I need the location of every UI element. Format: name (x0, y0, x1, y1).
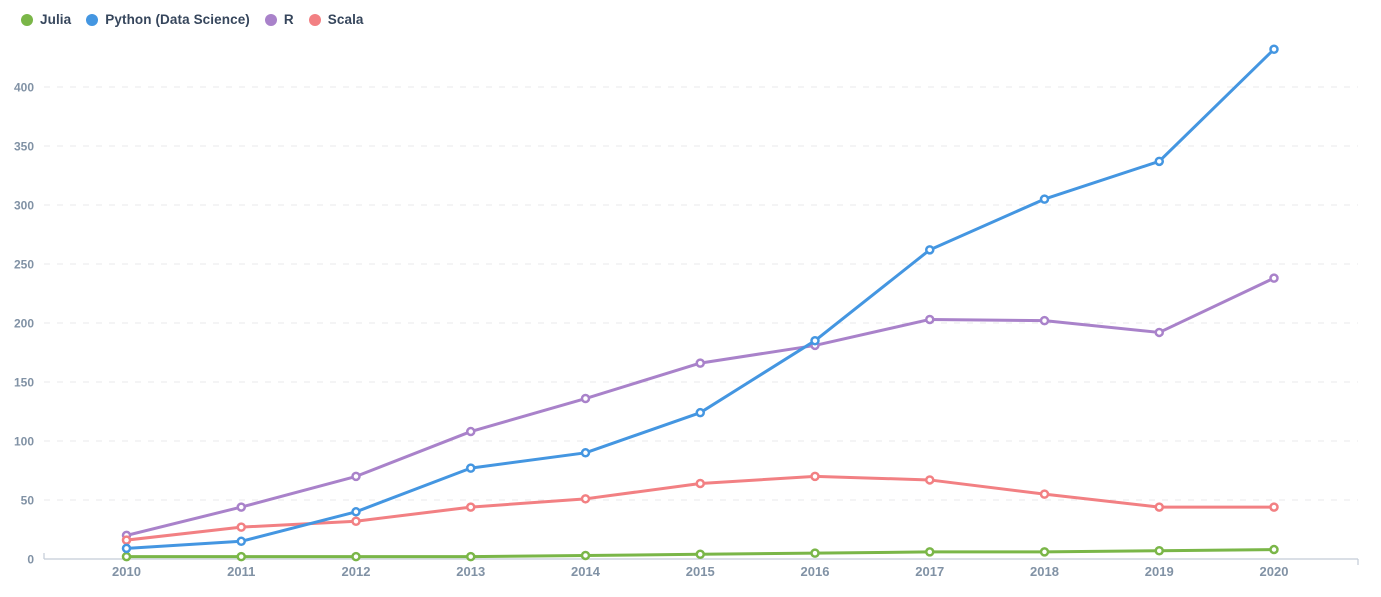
legend-item-julia[interactable]: Julia (21, 12, 71, 27)
data-point-scala-2014[interactable] (580, 494, 591, 504)
data-point-python-data-science-2015[interactable] (695, 407, 705, 418)
data-point-python-data-science-2014[interactable] (580, 448, 591, 458)
legend-label-r: R (283, 12, 294, 27)
data-point-scala-2012[interactable] (351, 516, 361, 526)
legend-label-julia: Julia (40, 12, 72, 27)
data-point-r-2015[interactable] (695, 358, 705, 368)
series-scala (121, 471, 1279, 545)
data-point-scala-2016[interactable] (810, 471, 820, 482)
legend-swatch-python-data-science (86, 13, 99, 26)
y-axis-label-350: 350 (14, 140, 34, 154)
data-point-julia-2019[interactable] (1154, 545, 1164, 556)
data-point-scala-2020[interactable] (1269, 502, 1279, 512)
data-point-scala-2011[interactable] (236, 522, 246, 532)
data-point-python-data-science-2011[interactable] (236, 536, 246, 547)
data-point-scala-2015[interactable] (695, 478, 705, 489)
data-point-scala-2010[interactable] (121, 535, 132, 545)
data-point-python-data-science-2020[interactable] (1269, 44, 1279, 54)
chart-legend: Julia Python (Data Science) R Scala (21, 12, 364, 27)
y-axis-label-200: 200 (14, 317, 34, 331)
data-point-python-data-science-2013[interactable] (466, 463, 476, 473)
series-python-data-science (121, 44, 1279, 554)
data-point-r-2014[interactable] (580, 393, 591, 404)
data-point-julia-2010[interactable] (121, 551, 132, 562)
x-axis-label-2013: 2013 (456, 564, 485, 579)
data-point-python-data-science-2012[interactable] (351, 507, 361, 517)
data-point-julia-2016[interactable] (810, 548, 820, 558)
y-axis-label-400: 400 (14, 81, 34, 95)
series-r (121, 273, 1279, 541)
x-axis-label-2017: 2017 (915, 564, 944, 579)
data-point-scala-2019[interactable] (1154, 502, 1164, 512)
data-point-julia-2015[interactable] (695, 549, 705, 560)
legend-swatch-julia (21, 13, 33, 26)
y-axis-label-0: 0 (27, 553, 34, 567)
series-line-r (125, 276, 1276, 537)
data-point-python-data-science-2016[interactable] (810, 335, 820, 346)
legend-label-python-data-science: Python (Data Science) (105, 12, 250, 27)
x-axis-label-2019: 2019 (1145, 564, 1174, 579)
x-axis-label-2020: 2020 (1260, 564, 1289, 579)
data-point-scala-2017[interactable] (925, 475, 935, 485)
data-point-julia-2013[interactable] (466, 551, 476, 562)
x-axis-label-2011: 2011 (227, 564, 255, 579)
x-axis-label-2010: 2010 (112, 564, 141, 579)
x-axis-label-2012: 2012 (342, 564, 371, 579)
legend-item-python-data-science[interactable]: Python (Data Science) (86, 12, 250, 27)
data-point-r-2012[interactable] (351, 471, 361, 482)
legend-swatch-r (264, 13, 277, 26)
y-axis-label-150: 150 (14, 376, 34, 390)
data-point-python-data-science-2010[interactable] (121, 543, 132, 554)
data-point-scala-2013[interactable] (466, 502, 476, 512)
legend-item-scala[interactable]: Scala (308, 12, 364, 27)
data-point-python-data-science-2019[interactable] (1154, 156, 1164, 167)
y-axis-label-100: 100 (14, 435, 34, 449)
data-point-scala-2018[interactable] (1039, 489, 1050, 499)
data-point-r-2011[interactable] (236, 502, 246, 512)
data-point-r-2019[interactable] (1154, 327, 1164, 338)
data-point-python-data-science-2018[interactable] (1039, 194, 1050, 204)
legend-swatch-scala (308, 13, 321, 26)
legend-item-r[interactable]: R (264, 12, 294, 27)
x-axis-label-2018: 2018 (1030, 564, 1059, 579)
x-axis-label-2015: 2015 (686, 564, 715, 579)
data-point-julia-2018[interactable] (1039, 547, 1050, 557)
data-point-r-2020[interactable] (1269, 273, 1279, 283)
data-point-r-2018[interactable] (1039, 315, 1050, 326)
data-point-python-data-science-2017[interactable] (925, 245, 935, 255)
series-line-python-data-science (125, 47, 1276, 550)
x-axis-label-2014: 2014 (571, 564, 601, 579)
y-axis-label-250: 250 (14, 258, 34, 272)
data-point-julia-2011[interactable] (236, 551, 246, 562)
x-axis-label-2016: 2016 (801, 564, 830, 579)
data-point-julia-2017[interactable] (925, 547, 935, 557)
series-julia (121, 544, 1279, 562)
data-point-julia-2014[interactable] (580, 550, 591, 561)
y-axis-label-300: 300 (14, 199, 34, 213)
data-point-julia-2020[interactable] (1269, 544, 1279, 555)
data-point-r-2017[interactable] (925, 314, 935, 325)
y-axis-label-50: 50 (21, 494, 35, 508)
data-point-r-2013[interactable] (466, 426, 476, 437)
data-point-julia-2012[interactable] (351, 551, 361, 562)
legend-label-scala: Scala (327, 12, 364, 27)
